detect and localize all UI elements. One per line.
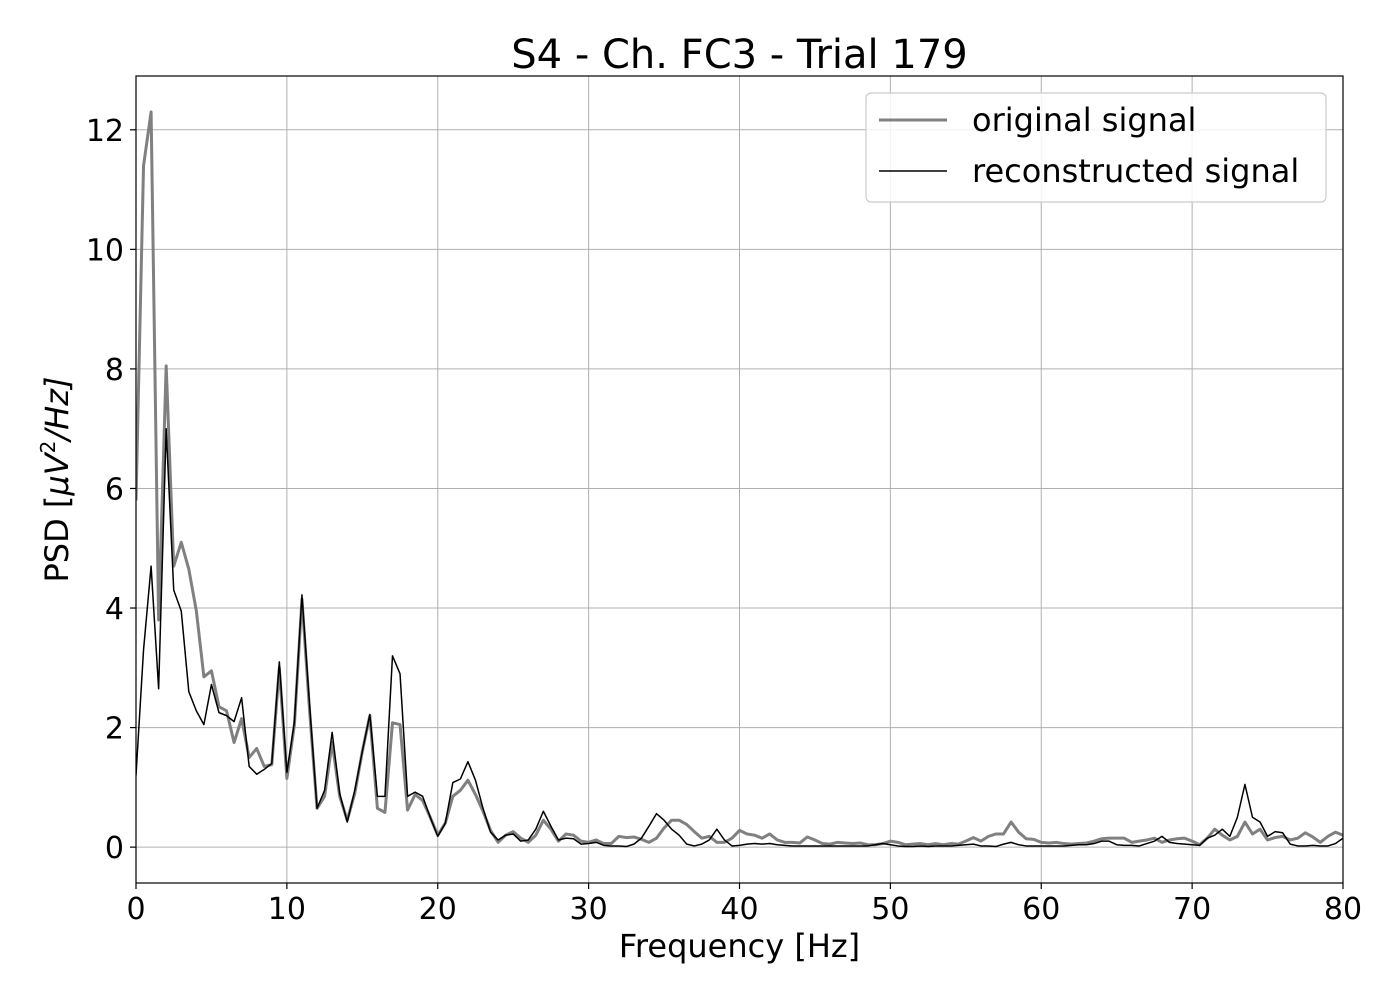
y-axis-ticks: 0 2 4 6 8 10 12 <box>86 114 136 866</box>
x-tick-label: 50 <box>871 892 909 927</box>
x-tick-label: 60 <box>1022 892 1060 927</box>
chart-title: S4 - Ch. FC3 - Trial 179 <box>511 32 967 78</box>
legend-box <box>865 92 1327 203</box>
x-axis-label: Frequency [Hz] <box>619 927 860 965</box>
x-tick-label: 40 <box>720 892 758 927</box>
x-tick-label: 20 <box>419 892 457 927</box>
y-tick-label: 2 <box>105 712 124 747</box>
x-tick-label: 10 <box>268 892 306 927</box>
y-tick-label: 4 <box>105 592 124 627</box>
y-tick-label: 0 <box>105 831 124 866</box>
y-axis-label-suffix: /Hz] <box>38 376 76 443</box>
x-tick-label: 70 <box>1173 892 1211 927</box>
y-tick-label: 10 <box>86 233 124 268</box>
x-tick-label: 0 <box>126 892 145 927</box>
x-tick-label: 80 <box>1324 892 1362 927</box>
series-line-reconstructed-signal <box>136 427 1343 848</box>
x-tick-label: 30 <box>570 892 608 927</box>
x-axis-ticks: 0 10 20 30 40 50 60 70 80 <box>126 883 1362 927</box>
legend: original signal reconstructed signal <box>865 92 1327 203</box>
y-axis-label: PSD [μV2/Hz] <box>36 376 76 582</box>
y-tick-label: 6 <box>105 472 124 507</box>
y-tick-label: 12 <box>86 114 124 149</box>
y-axis-label-unit: μV <box>38 451 76 496</box>
legend-label-reconstructed-signal: reconstructed signal <box>972 152 1299 190</box>
y-tick-label: 8 <box>105 353 124 388</box>
series-lines <box>136 110 1343 848</box>
legend-label-original-signal: original signal <box>972 101 1196 139</box>
y-axis-label-prefix: PSD [ <box>38 496 76 583</box>
y-axis-label-exponent: 2 <box>36 441 60 454</box>
